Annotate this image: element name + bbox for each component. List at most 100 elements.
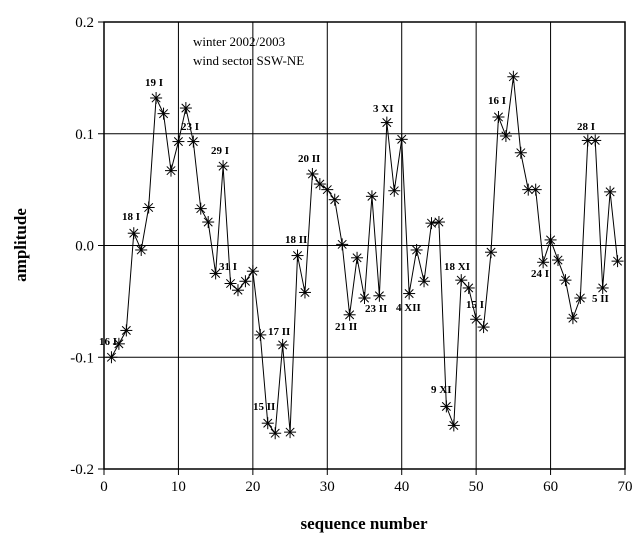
- marker-stroke: [292, 251, 303, 261]
- annotation: 20 II: [298, 153, 320, 165]
- marker: [358, 292, 371, 305]
- marker: [351, 251, 364, 264]
- marker-stroke: [121, 325, 131, 335]
- marker-stroke: [553, 255, 563, 265]
- marker-stroke: [211, 268, 221, 278]
- marker: [239, 275, 252, 288]
- marker-stroke: [419, 276, 429, 286]
- marker-stroke: [278, 340, 288, 350]
- marker-stroke: [471, 314, 481, 324]
- marker: [105, 351, 118, 364]
- marker: [589, 134, 602, 147]
- marker-stroke: [315, 179, 325, 189]
- marker: [231, 284, 244, 297]
- marker-stroke: [404, 288, 414, 299]
- y-tick-label: -0.2: [70, 462, 94, 478]
- marker: [514, 146, 527, 159]
- marker: [388, 184, 401, 197]
- marker-stroke: [613, 256, 623, 266]
- marker: [492, 110, 505, 123]
- marker: [269, 427, 282, 440]
- marker-stroke: [233, 285, 243, 295]
- marker-stroke: [456, 275, 466, 285]
- marker-stroke: [508, 72, 518, 82]
- x-tick-label: 10: [171, 479, 186, 495]
- marker-stroke: [516, 148, 526, 158]
- marker: [306, 167, 319, 180]
- marker-stroke: [449, 420, 459, 430]
- x-axis-label: sequence number: [300, 514, 427, 533]
- marker: [321, 183, 334, 196]
- marker-stroke: [352, 253, 362, 263]
- marker-stroke: [322, 185, 332, 195]
- y-tick-label: 0.1: [75, 127, 94, 143]
- marker-stroke: [203, 217, 213, 227]
- marker: [485, 246, 498, 259]
- marker: [552, 254, 565, 267]
- marker-stroke: [560, 275, 571, 285]
- marker-stroke: [270, 428, 280, 438]
- marker: [477, 321, 490, 334]
- marker-stroke: [151, 93, 161, 103]
- y-tick-label: 0.0: [75, 239, 94, 255]
- marker-stroke: [479, 322, 489, 332]
- marker: [172, 135, 185, 148]
- annotation: 21 II: [335, 321, 357, 333]
- annotation: 18 I: [122, 211, 140, 223]
- marker: [261, 417, 274, 430]
- marker: [566, 312, 579, 325]
- marker: [455, 274, 468, 287]
- x-tick-label: 0: [100, 479, 108, 495]
- marker: [418, 275, 431, 288]
- marker: [164, 164, 177, 177]
- marker: [276, 338, 289, 351]
- marker-stroke: [359, 293, 370, 303]
- marker-stroke: [285, 427, 295, 437]
- marker: [336, 238, 349, 251]
- annotation: 28 I: [577, 121, 595, 133]
- marker: [343, 308, 356, 321]
- marker: [470, 313, 483, 326]
- marker: [202, 216, 215, 229]
- marker-stroke: [434, 217, 444, 227]
- marker-stroke: [583, 135, 593, 146]
- annotation: 31 I: [219, 261, 237, 273]
- marker-stroke: [181, 103, 191, 113]
- marker: [246, 265, 259, 278]
- marker: [507, 70, 520, 83]
- marker: [142, 201, 155, 214]
- marker-stroke: [538, 257, 548, 267]
- marker-stroke: [389, 186, 399, 196]
- marker: [544, 233, 557, 246]
- marker-stroke: [337, 239, 347, 249]
- marker-stroke: [426, 218, 437, 228]
- marker: [150, 91, 163, 104]
- marker-stroke: [523, 185, 533, 195]
- marker: [157, 107, 170, 120]
- marker: [120, 324, 133, 337]
- marker-stroke: [196, 204, 206, 214]
- marker: [291, 249, 304, 262]
- annotation: 23 II: [365, 303, 387, 315]
- marker-stroke: [173, 137, 183, 147]
- marker-stroke: [493, 112, 504, 122]
- x-tick-label: 60: [543, 479, 558, 495]
- annotation: 19 I: [145, 77, 163, 89]
- annotation: 15 I: [466, 299, 484, 311]
- marker: [217, 160, 230, 173]
- marker-stroke: [345, 310, 355, 320]
- marker-stroke: [144, 202, 154, 213]
- marker: [284, 426, 297, 439]
- marker-stroke: [605, 187, 615, 197]
- marker-stroke: [575, 293, 585, 303]
- x-tick-label: 40: [394, 479, 409, 495]
- annotation: 3 XI: [373, 103, 393, 115]
- marker: [395, 133, 408, 146]
- marker: [403, 287, 416, 300]
- marker-stroke: [218, 161, 228, 171]
- marker-stroke: [300, 287, 310, 297]
- marker: [380, 116, 393, 129]
- annotation: 17 II: [268, 326, 290, 338]
- marker: [440, 400, 453, 413]
- marker: [112, 337, 125, 350]
